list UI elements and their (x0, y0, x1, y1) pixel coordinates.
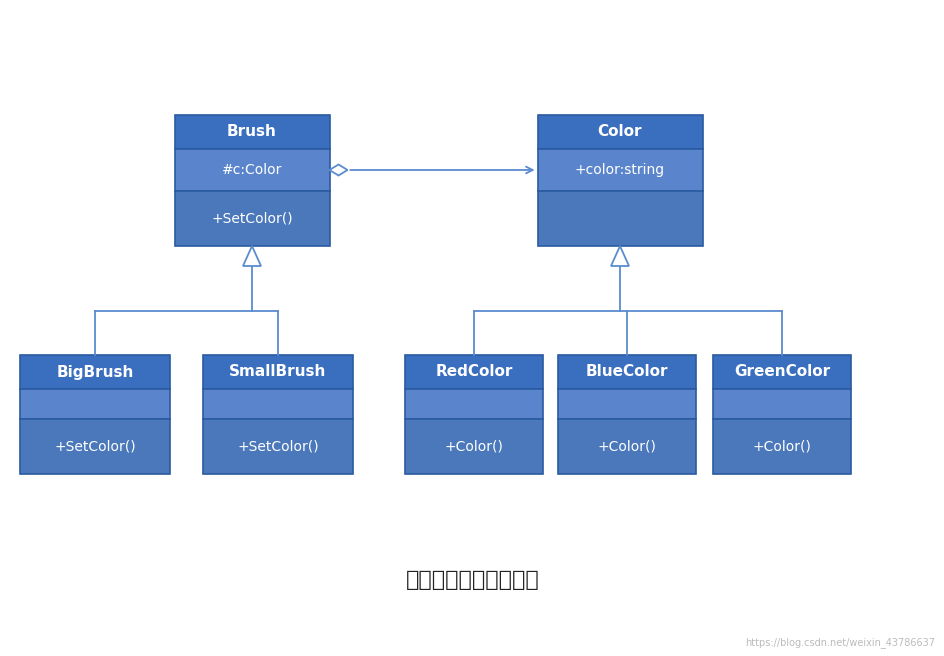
Text: +Color(): +Color() (597, 440, 656, 453)
Text: +SetColor(): +SetColor() (54, 440, 136, 453)
Bar (175, 191, 329, 246)
Text: +Color(): +Color() (751, 440, 811, 453)
Bar (405, 419, 543, 474)
Text: GreenColor: GreenColor (733, 365, 829, 380)
Polygon shape (611, 246, 629, 266)
Text: +color:string: +color:string (574, 163, 665, 177)
Bar (405, 389, 543, 419)
Text: Color: Color (598, 125, 642, 140)
Bar (537, 149, 701, 191)
Bar (712, 355, 851, 389)
Text: #c:Color: #c:Color (222, 163, 282, 177)
Bar (537, 115, 701, 149)
Bar (405, 355, 543, 389)
Text: BigBrush: BigBrush (57, 365, 133, 380)
Bar (203, 355, 353, 389)
Text: +SetColor(): +SetColor() (237, 440, 318, 453)
Bar (712, 419, 851, 474)
Bar (557, 419, 696, 474)
Bar (557, 389, 696, 419)
Text: +SetColor(): +SetColor() (211, 211, 293, 226)
Text: +Color(): +Color() (444, 440, 503, 453)
Text: 实验中的桥接模式类图: 实验中的桥接模式类图 (405, 570, 539, 590)
Bar (175, 149, 329, 191)
Bar (557, 355, 696, 389)
Bar (20, 419, 170, 474)
Bar (203, 389, 353, 419)
Bar (20, 355, 170, 389)
Text: SmallBrush: SmallBrush (229, 365, 327, 380)
Text: Brush: Brush (227, 125, 277, 140)
Text: RedColor: RedColor (435, 365, 513, 380)
Bar (203, 419, 353, 474)
Bar (537, 191, 701, 246)
Text: https://blog.csdn.net/weixin_43786637: https://blog.csdn.net/weixin_43786637 (744, 637, 934, 648)
Polygon shape (243, 246, 261, 266)
Bar (20, 389, 170, 419)
Bar (712, 389, 851, 419)
Text: BlueColor: BlueColor (585, 365, 667, 380)
Bar (175, 115, 329, 149)
Polygon shape (329, 165, 347, 176)
